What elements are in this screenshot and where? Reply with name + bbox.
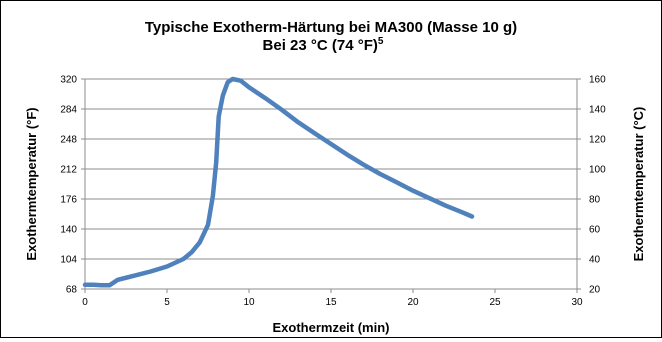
chart-title-footnote: 5	[378, 36, 384, 47]
x-tick-label: 0	[82, 297, 88, 308]
x-tick-label: 15	[325, 297, 337, 308]
x-tick-label: 30	[571, 297, 583, 308]
y-axis-left-title: Exothermtemperatur (°F)	[24, 107, 39, 260]
y-right-tick-label: 80	[589, 195, 601, 206]
gridlines	[85, 108, 577, 260]
x-tick-label: 20	[407, 297, 419, 308]
series-line	[82, 76, 475, 288]
chart-title-line2: Bei 23 °C (74 °F)5	[263, 36, 384, 54]
x-tick-label: 25	[489, 297, 501, 308]
y-left-tick-label: 176	[60, 195, 77, 206]
exotherm-chart: Typische Exotherm-Härtung bei MA300 (Mas…	[24, 19, 646, 335]
y-right-tick-label: 100	[589, 165, 606, 176]
x-tick-label: 5	[164, 297, 170, 308]
y-right-tick-label: 120	[589, 135, 606, 146]
y-left-tick-label: 248	[60, 135, 77, 146]
y-left-tick-label: 68	[66, 285, 78, 296]
y-right-tick-label: 20	[589, 285, 601, 296]
y-right-tick-label: 60	[589, 225, 601, 236]
y-left-tick-label: 284	[60, 105, 77, 116]
x-tick-label: 10	[243, 297, 255, 308]
x-axis-title: Exothermzeit (min)	[272, 320, 389, 335]
y-axis-left: 68 104 140 176 212 248 284 320	[60, 75, 85, 296]
chart-title-line1: Typische Exotherm-Härtung bei MA300 (Mas…	[145, 19, 517, 36]
y-right-tick-label: 160	[589, 75, 606, 86]
chart-title: Typische Exotherm-Härtung bei MA300 (Mas…	[145, 19, 517, 54]
y-left-tick-label: 212	[60, 165, 77, 176]
y-right-tick-label: 40	[589, 255, 601, 266]
series-layer	[82, 76, 475, 288]
y-left-tick-label: 320	[60, 75, 77, 86]
x-axis: 0 5 10 15 20 25 30	[82, 289, 583, 308]
y-left-tick-label: 104	[60, 255, 77, 266]
y-right-tick-label: 140	[589, 105, 606, 116]
y-axis-right-title: Exothermtemperatur (°C)	[631, 107, 646, 262]
y-axis-right: 20 40 60 80 100 120 140 160	[577, 75, 606, 296]
chart-title-line2-text: Bei 23 °C (74 °F)	[263, 37, 378, 54]
y-left-tick-label: 140	[60, 225, 77, 236]
plot-area	[84, 78, 578, 290]
